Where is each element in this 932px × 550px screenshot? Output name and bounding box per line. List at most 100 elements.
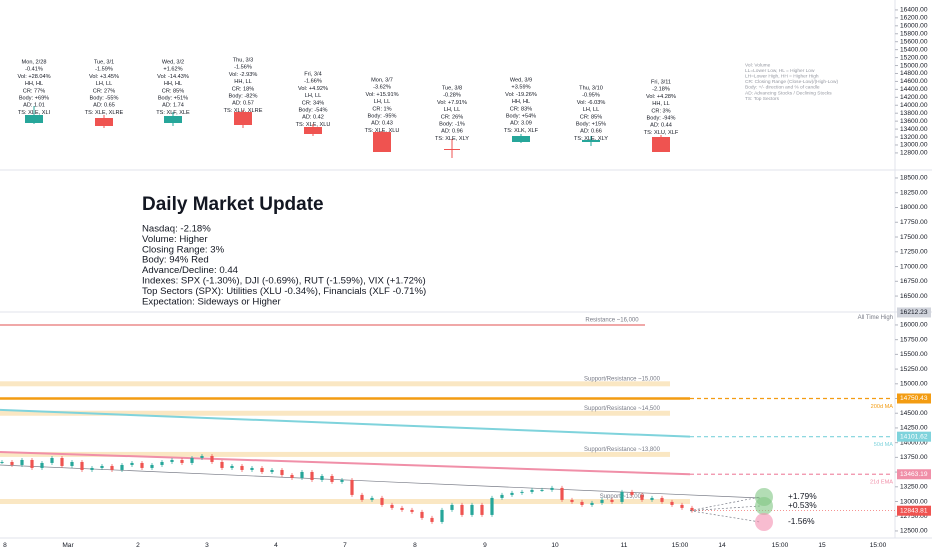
candle — [690, 507, 694, 511]
x-tick-label: 4 — [274, 542, 278, 549]
card-line: Vol: +4.28% — [646, 94, 676, 100]
card-line: LH, LL — [583, 107, 599, 113]
y-tick-label: 13400.00 — [900, 126, 928, 133]
candle — [160, 461, 164, 465]
candle — [600, 499, 604, 503]
card-line: AD: 1.74 — [162, 103, 184, 109]
projection-label: +0.53% — [788, 500, 817, 510]
y-tick-label: 13800.00 — [900, 110, 928, 117]
candle — [140, 462, 144, 468]
candle — [210, 455, 214, 462]
card-line: CR: 77% — [23, 88, 45, 94]
card-line: AD: 0.66 — [580, 129, 602, 135]
y-tick-label: 18500.00 — [900, 175, 928, 182]
card-line: AD: 0.42 — [302, 115, 324, 121]
candle — [480, 504, 484, 515]
card-line: HH, LL — [652, 101, 669, 107]
level-label: Resistance ~16,000 — [585, 318, 639, 324]
update-line: Indexes: SPX (-1.30%), DJI (-0.69%), RUT… — [142, 276, 426, 287]
y-tick-label: 17000.00 — [900, 263, 928, 270]
card-line: Vol: +3.45% — [89, 74, 119, 80]
card-line: CR: 27% — [93, 88, 115, 94]
card-line: AD: 0.57 — [232, 101, 254, 107]
candle — [560, 487, 564, 500]
candle — [110, 465, 114, 470]
average-line — [0, 408, 691, 438]
card-line: Tue, 3/8 — [442, 85, 462, 91]
card-candle-body — [582, 140, 600, 142]
y-tick-label: 14500.00 — [900, 410, 928, 417]
ath-label: All Time High — [858, 315, 893, 321]
update-line: Top Sectors (SPX): Utilities (XLU -0.34%… — [142, 286, 426, 297]
card-line: TS: XLK, XLF — [504, 128, 539, 134]
candle — [540, 489, 544, 491]
y-tick-label: 16750.00 — [900, 278, 928, 285]
candle — [620, 491, 624, 502]
average-price-box — [897, 431, 931, 442]
level-label: Support/Resistance ~14,500 — [584, 406, 661, 412]
candle — [390, 504, 394, 508]
card-line: -0.95% — [582, 93, 600, 99]
candle — [30, 459, 34, 468]
candle — [100, 465, 104, 468]
candle — [340, 479, 344, 482]
card-line: Vol: -2.93% — [229, 72, 258, 78]
candle — [630, 491, 634, 495]
card-line: Vol: +28.04% — [17, 74, 50, 80]
y-tick-label: 12750.00 — [900, 513, 928, 520]
y-tick-label: 14000.00 — [900, 439, 928, 446]
projection-marker — [755, 513, 773, 531]
card-line: LH, LL — [305, 93, 321, 99]
candle — [190, 457, 194, 463]
candle — [380, 497, 384, 505]
candle — [200, 455, 204, 458]
card-line: Body: -94% — [647, 115, 676, 121]
candle — [400, 507, 404, 510]
card-line: HH, HL — [25, 81, 43, 87]
average-price: 14750.43 — [900, 395, 928, 402]
update-line: Expectation: Sideways or Higher — [142, 296, 281, 307]
legend-note: CR: Closing Range (Close-Low)/(High-Low) — [745, 79, 838, 85]
card-line: HH, HL — [164, 81, 182, 87]
candle — [460, 504, 464, 515]
x-tick-label: 2 — [136, 542, 140, 549]
card-line: Vol: +7.91% — [437, 100, 467, 106]
average-price: 13463.19 — [900, 471, 928, 478]
candle — [220, 461, 224, 468]
card-line: -1.66% — [304, 79, 322, 85]
candle — [290, 474, 294, 478]
card-line: TS: XLE, XLY — [435, 136, 469, 142]
card-line: Body: +69% — [19, 95, 49, 101]
candle — [350, 479, 354, 495]
card-line: LH, LL — [96, 81, 112, 87]
level-band — [0, 451, 670, 457]
candle — [130, 462, 134, 465]
card-line: AD: 0.96 — [441, 129, 463, 135]
candle — [70, 461, 74, 466]
average-price-box — [897, 469, 931, 480]
y-tick-label: 14400.00 — [900, 86, 928, 93]
update-title: Daily Market Update — [142, 194, 324, 215]
y-tick-label: 15250.00 — [900, 366, 928, 373]
y-tick-label: 15500.00 — [900, 351, 928, 358]
candle — [230, 465, 234, 468]
y-tick-label: 15750.00 — [900, 336, 928, 343]
candle — [320, 475, 324, 480]
candle — [680, 504, 684, 508]
candle — [0, 461, 4, 463]
projection-marker — [755, 497, 773, 515]
y-tick-label: 14600.00 — [900, 78, 928, 85]
y-tick-label: 17250.00 — [900, 249, 928, 256]
card-line: Body: -54% — [299, 107, 328, 113]
candle — [570, 499, 574, 502]
level-label: Support/Resistance ~13,800 — [584, 447, 661, 453]
candle — [510, 492, 514, 495]
candle — [590, 502, 594, 505]
card-line: AD: 3.09 — [510, 121, 532, 127]
y-tick-label: 16200.00 — [900, 15, 928, 22]
update-line: Volume: Higher — [142, 234, 208, 245]
y-tick-label: 16000.00 — [900, 322, 928, 329]
update-line: Closing Range: 3% — [142, 244, 225, 255]
card-line: CR: 85% — [580, 114, 602, 120]
y-tick-label: 15600.00 — [900, 38, 928, 45]
